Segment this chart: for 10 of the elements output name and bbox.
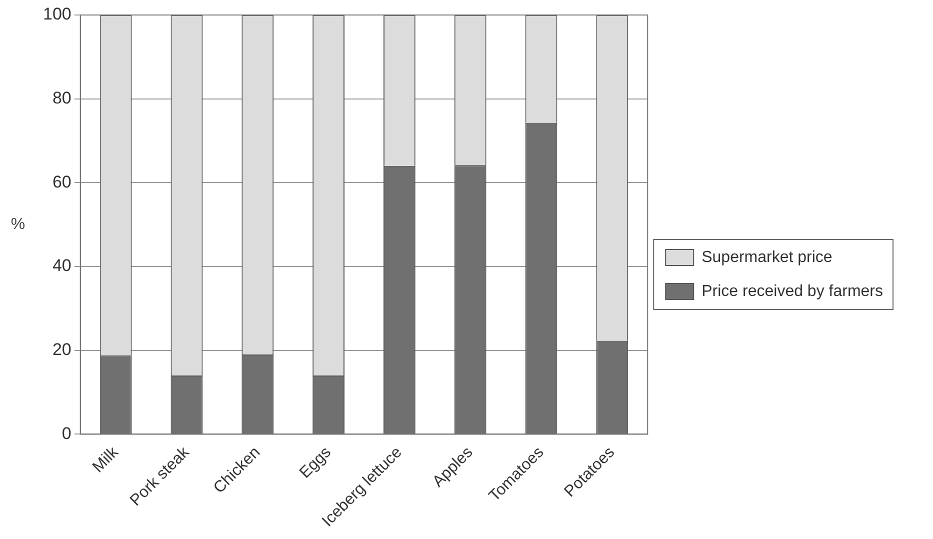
legend-label: Supermarket price [702, 248, 832, 266]
y-axis-title: % [10, 216, 26, 234]
y-tick-label: 100 [42, 4, 72, 24]
y-tick-label: 40 [52, 256, 72, 276]
y-tick-label: 60 [52, 172, 72, 192]
x-tick-label: Milk [90, 443, 122, 476]
y-tick-label: 80 [52, 88, 72, 108]
legend-label: Price received by farmers [702, 282, 883, 300]
y-tick-label: 20 [52, 340, 72, 360]
y-tick-label: 0 [62, 424, 72, 443]
